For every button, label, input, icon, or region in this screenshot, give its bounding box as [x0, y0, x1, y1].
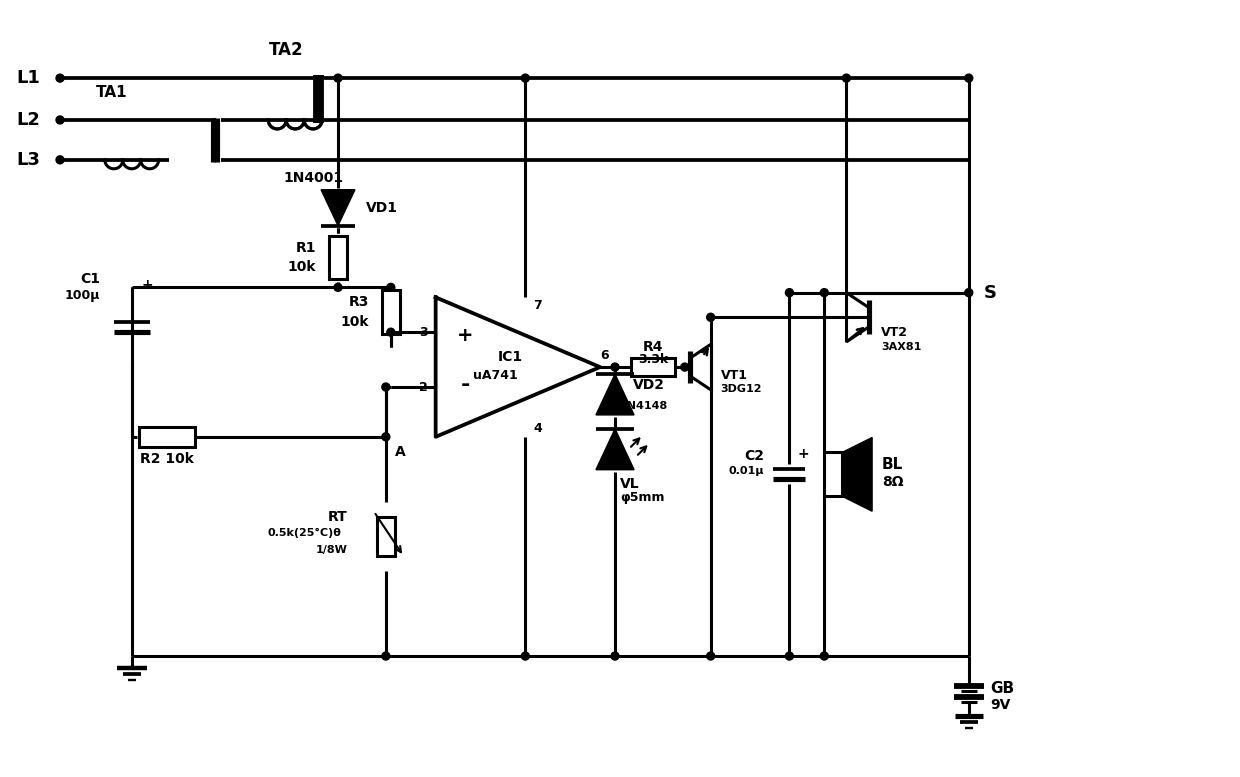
Circle shape [387, 284, 394, 291]
Polygon shape [321, 190, 355, 225]
Circle shape [382, 433, 389, 441]
Text: C1: C1 [79, 273, 100, 287]
Text: 8Ω: 8Ω [882, 476, 904, 490]
Circle shape [56, 116, 64, 124]
Text: VD1: VD1 [366, 200, 398, 214]
Circle shape [334, 74, 342, 82]
Text: φ5mm: φ5mm [620, 491, 665, 504]
Bar [139, 427, 195, 447]
Text: C2: C2 [744, 449, 765, 463]
Circle shape [707, 313, 714, 321]
Text: L2: L2 [16, 111, 40, 129]
Text: uA741: uA741 [474, 368, 518, 382]
Bar [382, 291, 399, 334]
Text: 9V: 9V [991, 698, 1011, 712]
Circle shape [681, 363, 688, 371]
Text: 2: 2 [419, 381, 428, 393]
Polygon shape [596, 429, 634, 470]
Bar [631, 358, 675, 376]
Text: 0.01μ: 0.01μ [729, 466, 765, 476]
Polygon shape [435, 298, 600, 437]
Text: BL: BL [882, 457, 903, 472]
Text: +: + [141, 278, 154, 292]
Bar [825, 452, 842, 497]
Text: 4: 4 [533, 423, 542, 435]
Circle shape [821, 652, 828, 660]
Text: 7: 7 [533, 299, 542, 312]
Text: 3: 3 [419, 326, 428, 339]
Text: VT2: VT2 [882, 326, 908, 339]
Polygon shape [842, 437, 872, 511]
Circle shape [56, 74, 64, 82]
Text: L3: L3 [16, 151, 40, 169]
Circle shape [611, 652, 619, 660]
Text: VT1: VT1 [720, 368, 748, 382]
Circle shape [965, 289, 972, 297]
Circle shape [785, 289, 794, 297]
Text: 10k: 10k [341, 315, 370, 329]
Circle shape [56, 156, 64, 164]
Text: TA2: TA2 [269, 41, 304, 59]
Text: A: A [396, 444, 407, 458]
Polygon shape [596, 374, 634, 415]
Text: R3: R3 [348, 295, 370, 309]
Text: 100μ: 100μ [64, 289, 100, 301]
Circle shape [387, 328, 394, 336]
Text: VD2: VD2 [632, 378, 665, 392]
Text: TA1: TA1 [95, 85, 128, 99]
Circle shape [842, 74, 851, 82]
Bar [377, 517, 394, 556]
Text: IC1: IC1 [497, 350, 523, 364]
Text: GB: GB [991, 681, 1014, 696]
Circle shape [965, 74, 972, 82]
Circle shape [785, 652, 794, 660]
Text: -: - [461, 375, 470, 395]
Text: 10k: 10k [288, 260, 316, 274]
Text: 6: 6 [600, 349, 609, 361]
Text: 0.5k(25°C)θ: 0.5k(25°C)θ [267, 528, 341, 538]
Text: R4: R4 [642, 340, 663, 354]
Circle shape [382, 652, 389, 660]
Text: 3.3k: 3.3k [637, 353, 668, 366]
Text: 1N4148: 1N4148 [620, 402, 668, 412]
Text: S: S [983, 284, 997, 301]
Text: R1: R1 [295, 241, 316, 255]
Text: 3AX81: 3AX81 [882, 342, 921, 352]
Bar [329, 235, 347, 280]
Text: 3DG12: 3DG12 [720, 384, 763, 394]
Text: R2 10k: R2 10k [140, 451, 193, 465]
Circle shape [521, 74, 529, 82]
Circle shape [334, 284, 342, 291]
Circle shape [707, 652, 714, 660]
Text: VL: VL [620, 476, 640, 490]
Text: 1N4001: 1N4001 [283, 171, 343, 185]
Text: 1/8W: 1/8W [316, 545, 348, 556]
Circle shape [821, 289, 828, 297]
Circle shape [521, 652, 529, 660]
Text: L1: L1 [16, 69, 40, 87]
Circle shape [382, 383, 389, 391]
Text: +: + [458, 326, 474, 345]
Text: RT: RT [329, 510, 348, 524]
Circle shape [611, 363, 619, 371]
Text: +: + [797, 448, 808, 462]
